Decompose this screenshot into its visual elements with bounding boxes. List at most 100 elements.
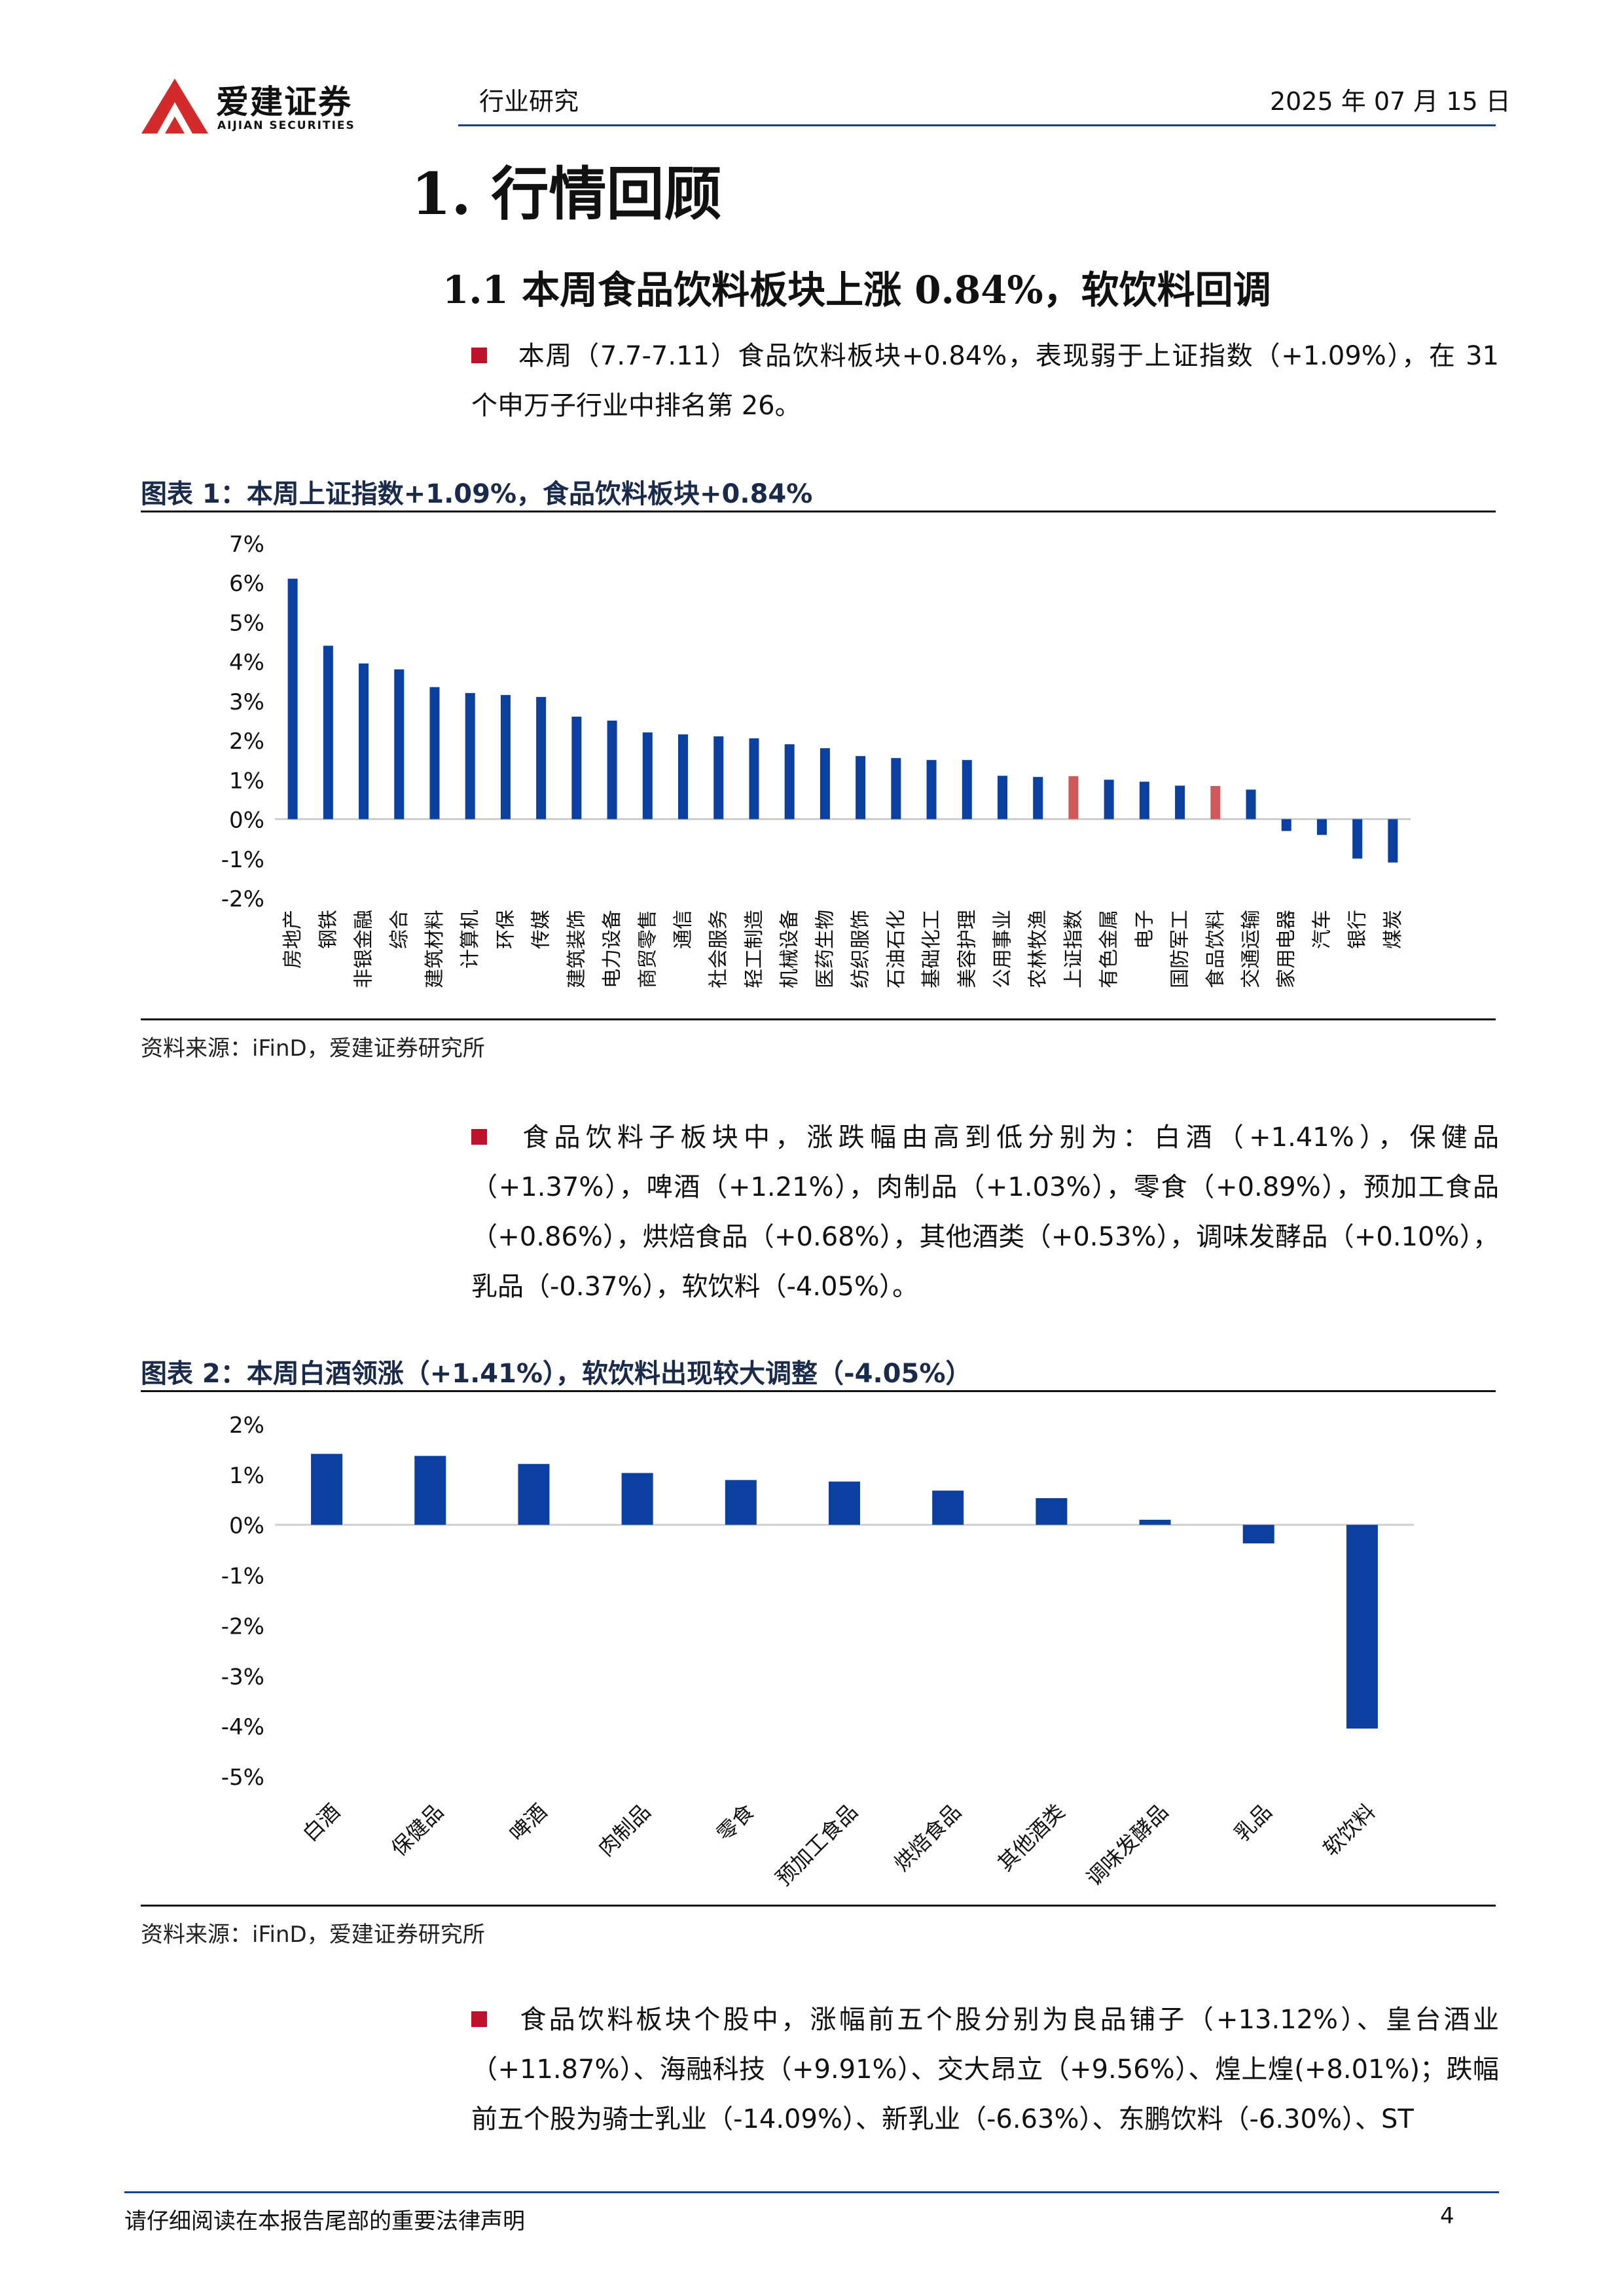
x-tick-label: 零食 xyxy=(712,1799,759,1846)
x-tick-label: 电子 xyxy=(1133,910,1156,949)
bar-通信 xyxy=(678,734,689,819)
x-tick-label: 社会服务 xyxy=(708,910,731,988)
y-tick-label: 4% xyxy=(229,650,264,676)
bar-房地产 xyxy=(287,579,298,819)
bar-保健品 xyxy=(414,1456,446,1525)
y-tick-label: 5% xyxy=(229,610,264,636)
y-tick-label: -3% xyxy=(221,1664,264,1690)
bar-软饮料 xyxy=(1346,1524,1378,1729)
x-tick-label: 煤炭 xyxy=(1382,910,1405,949)
bar-建筑装饰 xyxy=(571,716,582,819)
x-tick-label: 预加工食品 xyxy=(771,1799,863,1891)
bar-国防军工 xyxy=(1175,785,1185,819)
logo-text-en: AIJIAN SECURITIES xyxy=(217,119,355,132)
bullet-icon xyxy=(471,1129,487,1145)
x-tick-label: 银行 xyxy=(1346,910,1369,949)
x-tick-label: 通信 xyxy=(672,910,695,949)
x-tick-label: 交通运输 xyxy=(1240,910,1263,988)
bar-综合 xyxy=(394,669,405,819)
x-tick-label: 美容护理 xyxy=(956,910,979,988)
x-tick-label: 其他酒类 xyxy=(993,1799,1070,1876)
y-tick-label: 6% xyxy=(229,571,264,597)
paragraph-1: 本周（7.7-7.11）食品饮料板块+0.84%，表现弱于上证指数（+1.09%… xyxy=(471,331,1499,431)
bar-轻工制造 xyxy=(749,738,759,819)
figure-1-title: 图表 1：本周上证指数+1.09%，食品饮料板块+0.84% xyxy=(141,479,813,509)
bar-环保 xyxy=(500,694,511,819)
x-tick-label: 保健品 xyxy=(386,1799,448,1861)
y-tick-label: 1% xyxy=(229,768,264,794)
bar-纺织服饰 xyxy=(856,756,866,819)
header-divider xyxy=(458,124,1496,126)
y-tick-label: -2% xyxy=(221,1613,264,1640)
x-tick-label: 汽车 xyxy=(1310,910,1333,949)
y-tick-label: 0% xyxy=(229,808,264,834)
logo-mark-icon xyxy=(141,79,208,134)
bar-银行 xyxy=(1352,819,1363,859)
chart-sector-returns: 7% 6% 5% 4% 3% 2% 1% 0% -1% -2% 房地产 钢铁 非银金融 综合 建筑材料 计算机… xyxy=(221,531,1411,988)
figure-1-source: 资料来源：iFinD，爱建证券研究所 xyxy=(141,1035,485,1062)
x-tick-label: 调味发酵品 xyxy=(1081,1799,1173,1891)
x-tick-label: 钢铁 xyxy=(317,910,340,949)
bar-公用事业 xyxy=(997,776,1007,819)
bar-石油石化 xyxy=(891,758,901,819)
bar-家用电器 xyxy=(1281,819,1291,831)
figure-1-top-rule xyxy=(141,511,1496,512)
y-tick-label: -4% xyxy=(221,1714,264,1740)
x-tick-label: 电力设备 xyxy=(601,910,624,988)
x-tick-label: 国防军工 xyxy=(1169,910,1192,988)
bar-美容护理 xyxy=(962,760,972,819)
bar-肉制品 xyxy=(621,1473,653,1525)
bar-煤炭 xyxy=(1388,819,1398,863)
x-tick-label: 公用事业 xyxy=(991,910,1014,988)
bar-商贸零售 xyxy=(642,732,653,819)
figure-2-title: 图表 2：本周白酒领涨（+1.41%），软饮料出现较大调整（-4.05%） xyxy=(141,1359,972,1389)
y-tick-label: 7% xyxy=(229,531,264,558)
bar-电子 xyxy=(1139,781,1149,819)
bar-预加工食品 xyxy=(829,1481,860,1525)
paragraph-2: 食品饮料子板块中，涨跌幅由高到低分别为：白酒（+1.41%），保健品（+1.37… xyxy=(471,1113,1499,1312)
bar-非银金融 xyxy=(359,663,369,819)
footer-divider xyxy=(124,2191,1499,2193)
x-tick-label: 有色金属 xyxy=(1098,910,1121,988)
y-tick-label: 2% xyxy=(229,1412,264,1439)
paragraph-3-text: 食品饮料板块个股中，涨幅前五个股分别为良品铺子（+13.12%）、皇台酒业（+1… xyxy=(471,2005,1499,2134)
x-tick-label: 家用电器 xyxy=(1275,910,1298,988)
section-heading: 1. 行情回顾 xyxy=(411,160,722,228)
x-tick-label: 轻工制造 xyxy=(743,910,766,988)
bar-汽车 xyxy=(1316,819,1327,835)
y-tick-label: -5% xyxy=(221,1765,264,1791)
bar-传媒 xyxy=(536,696,547,819)
bar-计算机 xyxy=(465,692,475,819)
x-tick-label: 医药生物 xyxy=(814,910,837,988)
logo-text-cn: 爱建证券 xyxy=(216,83,352,121)
figure-2-top-rule xyxy=(141,1390,1496,1392)
report-date: 2025 年 07 月 15 日 xyxy=(1270,87,1511,116)
x-tick-label: 烘焙食品 xyxy=(889,1799,965,1876)
bar-白酒 xyxy=(311,1454,343,1525)
bar-食品饮料 xyxy=(1210,785,1221,819)
bar-钢铁 xyxy=(323,645,333,819)
paragraph-3: 食品饮料板块个股中，涨幅前五个股分别为良品铺子（+13.12%）、皇台酒业（+1… xyxy=(471,1995,1499,2144)
y-tick-label: -1% xyxy=(221,847,264,873)
x-tick-label: 石油石化 xyxy=(885,910,908,988)
bar-交通运输 xyxy=(1246,789,1256,819)
bar-基础化工 xyxy=(926,760,937,819)
bar-上证指数 xyxy=(1068,776,1079,819)
bar-零食 xyxy=(725,1480,757,1525)
bar-机械设备 xyxy=(784,744,795,819)
x-tick-label: 乳品 xyxy=(1229,1799,1276,1846)
paragraph-2-text: 食品饮料子板块中，涨跌幅由高到低分别为：白酒（+1.41%），保健品（+1.37… xyxy=(471,1122,1499,1302)
x-tick-label: 上证指数 xyxy=(1062,910,1085,988)
x-tick-label: 商贸零售 xyxy=(636,910,659,988)
company-logo: 爱建证券 AIJIAN SECURITIES xyxy=(139,76,374,136)
x-tick-label: 传媒 xyxy=(530,910,553,949)
x-tick-label: 纺织服饰 xyxy=(850,910,873,988)
bar-建筑材料 xyxy=(429,687,440,819)
x-tick-label: 建筑装饰 xyxy=(566,910,588,988)
bar-啤酒 xyxy=(518,1463,550,1525)
bullet-icon xyxy=(471,2011,487,2027)
x-tick-label: 食品饮料 xyxy=(1204,910,1227,988)
bar-调味发酵品 xyxy=(1139,1520,1171,1525)
x-tick-label: 房地产 xyxy=(281,910,304,969)
bar-乳品 xyxy=(1242,1524,1274,1544)
